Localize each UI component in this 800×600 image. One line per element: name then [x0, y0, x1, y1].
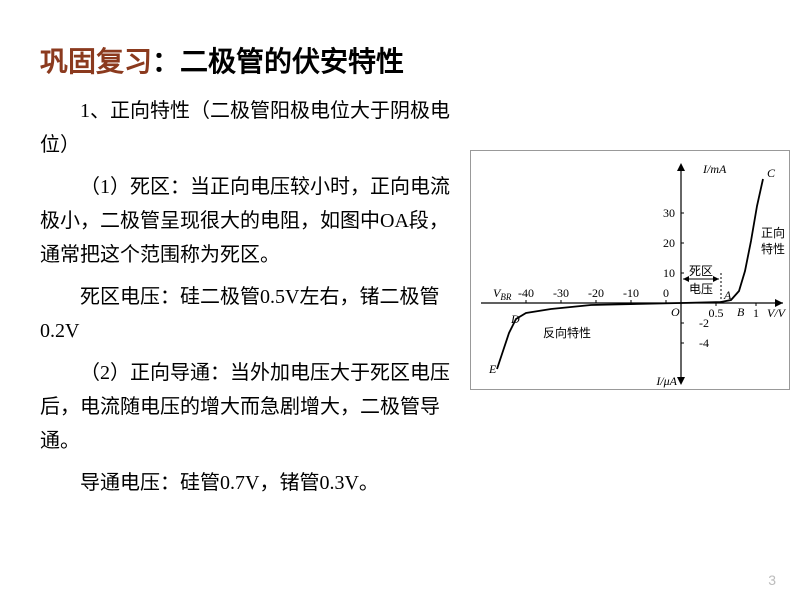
svg-text:0: 0: [663, 286, 669, 300]
svg-text:死区: 死区: [689, 264, 713, 278]
page-number: 3: [768, 572, 776, 588]
svg-text:正向: 正向: [761, 225, 785, 240]
svg-text:A: A: [723, 288, 732, 302]
iv-curve-chart: -40 -30 -20 -10 0 0.5 1 10 20 30 -2 -4 I/mA I/μA V/V VB…: [470, 150, 790, 390]
svg-text:-10: -10: [623, 286, 639, 300]
title-sep: ：: [152, 46, 180, 77]
para-4: （2）正向导通：当外加电压大于死区电压后，电流随电压的增大而急剧增大，二极管导通…: [40, 356, 460, 458]
page-title: 巩固复习：二极管的伏安特性: [40, 40, 460, 80]
chart-column: -40 -30 -20 -10 0 0.5 1 10 20 30 -2 -4 I/mA I/μA V/V VB…: [460, 40, 790, 508]
svg-text:10: 10: [663, 266, 675, 280]
svg-text:O: O: [671, 305, 680, 319]
svg-text:C: C: [767, 166, 776, 180]
svg-text:D: D: [510, 312, 520, 326]
svg-text:30: 30: [663, 206, 675, 220]
text-column: 巩固复习：二极管的伏安特性 1、正向特性（二极管阳极电位大于阴极电位） （1）死…: [40, 40, 460, 508]
svg-text:I/μA: I/μA: [655, 374, 677, 388]
svg-text:0.5: 0.5: [709, 306, 724, 320]
svg-text:-40: -40: [518, 286, 534, 300]
svg-text:VBR: VBR: [493, 286, 512, 302]
svg-text:1: 1: [753, 306, 759, 320]
title-highlight: 巩固复习: [40, 46, 152, 77]
svg-text:V/V: V/V: [767, 306, 787, 320]
para-1: 1、正向特性（二极管阳极电位大于阴极电位）: [40, 94, 460, 162]
title-rest: 二极管的伏安特性: [180, 46, 404, 77]
iv-curve-svg: -40 -30 -20 -10 0 0.5 1 10 20 30 -2 -4 I/mA I/μA V/V VB…: [471, 151, 791, 391]
svg-text:-4: -4: [699, 336, 709, 350]
svg-text:反向特性: 反向特性: [543, 325, 591, 340]
para-5: 导通电压：硅管0.7V，锗管0.3V。: [40, 466, 460, 500]
svg-text:B: B: [737, 305, 745, 319]
svg-text:特性: 特性: [761, 241, 785, 256]
svg-text:20: 20: [663, 236, 675, 250]
para-3: 死区电压：硅二极管0.5V左右，锗二极管0.2V: [40, 280, 460, 348]
svg-text:E: E: [488, 362, 497, 376]
svg-text:-2: -2: [699, 316, 709, 330]
svg-text:I/mA: I/mA: [702, 162, 727, 176]
svg-text:电压: 电压: [689, 282, 713, 296]
svg-text:-30: -30: [553, 286, 569, 300]
para-2: （1）死区：当正向电压较小时，正向电流极小，二极管呈现很大的电阻，如图中OA段，…: [40, 170, 460, 272]
svg-text:-20: -20: [588, 286, 604, 300]
